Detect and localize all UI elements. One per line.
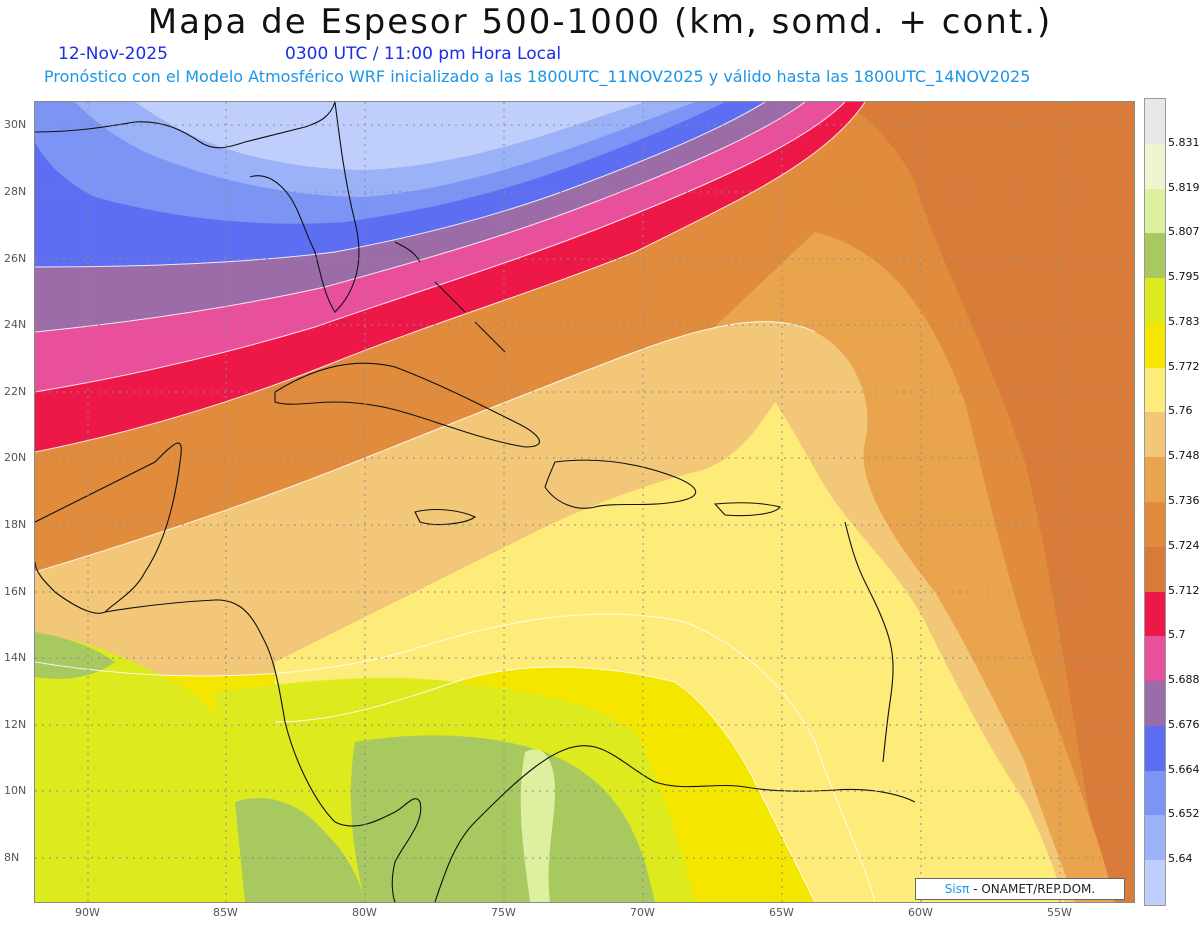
legend-value-label: 5.676 xyxy=(1168,717,1200,731)
lon-label-85w: 85W xyxy=(213,906,238,919)
legend-swatch xyxy=(1145,322,1165,369)
lat-label-16n: 16N xyxy=(4,585,27,598)
lat-label-26n: 26N xyxy=(4,252,27,265)
legend-value-label: 5.819 xyxy=(1168,180,1200,194)
model-subtitle: Pronóstico con el Modelo Atmosférico WRF… xyxy=(44,67,1031,86)
lat-label-20n: 20N xyxy=(4,451,27,464)
credit-brand: Sisπ xyxy=(944,882,970,896)
legend-value-label: 5.736 xyxy=(1168,494,1200,507)
legend-value-label: 5.772 xyxy=(1168,359,1200,373)
lat-label-12n: 12N xyxy=(4,718,27,731)
band-5628 xyxy=(135,102,645,170)
band-5795-coast xyxy=(235,798,365,902)
legend-swatch xyxy=(1145,636,1165,682)
thickness-map-svg xyxy=(35,102,1134,902)
lat-label-28n: 28N xyxy=(4,185,27,198)
lon-label-90w: 90W xyxy=(75,906,100,919)
forecast-time: 0300 UTC / 11:00 pm Hora Local xyxy=(285,44,562,64)
legend-value-label: 5.783 xyxy=(1168,314,1200,328)
legend-swatch xyxy=(1145,367,1165,413)
lon-label-70w: 70W xyxy=(630,906,655,919)
legend-value-label: 5.748 xyxy=(1168,449,1200,463)
legend-swatch xyxy=(1145,99,1165,145)
lat-label-14n: 14N xyxy=(4,651,27,664)
legend-value-label: 5.652 xyxy=(1168,807,1200,821)
legend-swatch xyxy=(1145,233,1165,279)
credit-text: - ONAMET/REP.DOM. xyxy=(973,882,1096,896)
legend-value-label: 5.724 xyxy=(1168,538,1200,552)
lat-label-18n: 18N xyxy=(4,518,27,531)
lat-label-8n: 8N xyxy=(4,851,20,864)
lon-label-65w: 65W xyxy=(769,906,794,919)
legend-swatch xyxy=(1145,278,1165,324)
legend-swatch xyxy=(1145,546,1165,593)
legend-value-label: 5.688 xyxy=(1168,673,1200,687)
legend-value-label: 5.7 xyxy=(1168,628,1186,642)
gridlines xyxy=(35,102,1134,902)
lon-label-75w: 75W xyxy=(491,906,516,919)
legend-swatch xyxy=(1145,188,1165,234)
map-title: Mapa de Espesor 500-1000 (km, somd. + co… xyxy=(147,2,1053,42)
lon-label-80w: 80W xyxy=(352,906,377,919)
lat-label-30n: 30N xyxy=(4,118,27,131)
legend-swatch xyxy=(1145,815,1165,861)
legend-value-label: 5.664 xyxy=(1168,762,1200,776)
legend-swatch xyxy=(1145,457,1165,503)
legend-swatch xyxy=(1145,860,1165,906)
lon-label-55w: 55W xyxy=(1047,906,1072,919)
thickness-map xyxy=(34,101,1135,903)
legend-swatch xyxy=(1145,143,1165,190)
band-5760 xyxy=(275,402,1065,902)
legend-swatch xyxy=(1145,770,1165,816)
lat-label-24n: 24N xyxy=(4,318,27,331)
band-5807 xyxy=(520,749,555,902)
legend-value-label: 5.831 xyxy=(1168,135,1200,149)
band-5795-nw xyxy=(35,632,115,679)
band-5795 xyxy=(350,735,655,902)
legend-swatch xyxy=(1145,725,1165,772)
contour-lines xyxy=(35,102,876,902)
legend-swatch xyxy=(1145,681,1165,727)
legend-value-label: 5.807 xyxy=(1168,225,1200,239)
forecast-date: 12-Nov-2025 xyxy=(58,44,168,64)
legend-value-label: 5.795 xyxy=(1168,270,1200,284)
color-legend xyxy=(1144,98,1166,906)
legend-swatch xyxy=(1145,412,1165,458)
legend-swatch xyxy=(1145,502,1165,548)
legend-value-label: 5.64 xyxy=(1168,852,1193,866)
credit-box: Sisπ - ONAMET/REP.DOM. xyxy=(915,878,1125,900)
lat-label-22n: 22N xyxy=(4,385,27,398)
legend-swatch xyxy=(1145,591,1165,637)
band-5712-east xyxy=(35,102,1134,902)
legend-value-label: 5.712 xyxy=(1168,583,1200,597)
lat-label-10n: 10N xyxy=(4,784,27,797)
legend-value-label: 5.76 xyxy=(1168,404,1193,418)
lon-label-60w: 60W xyxy=(908,906,933,919)
